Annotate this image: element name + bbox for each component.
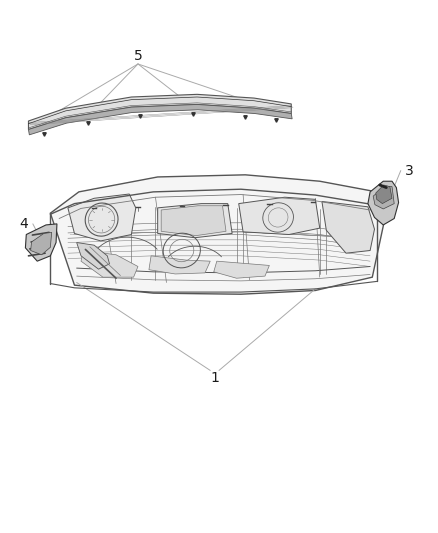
Polygon shape <box>214 261 269 278</box>
Polygon shape <box>158 204 232 238</box>
Polygon shape <box>68 194 136 241</box>
Polygon shape <box>50 175 385 294</box>
Polygon shape <box>77 243 110 269</box>
Polygon shape <box>161 206 226 236</box>
Polygon shape <box>28 94 291 130</box>
Polygon shape <box>373 187 394 209</box>
Polygon shape <box>25 224 57 261</box>
Polygon shape <box>239 197 320 235</box>
Text: 3: 3 <box>405 164 414 177</box>
Text: 4: 4 <box>20 217 28 231</box>
Polygon shape <box>322 201 374 253</box>
Text: 5: 5 <box>134 49 142 63</box>
Polygon shape <box>31 232 52 255</box>
Polygon shape <box>149 256 210 274</box>
Polygon shape <box>28 104 292 135</box>
Polygon shape <box>376 185 392 204</box>
Text: 1: 1 <box>210 372 219 385</box>
Polygon shape <box>368 181 399 225</box>
Polygon shape <box>81 251 138 277</box>
